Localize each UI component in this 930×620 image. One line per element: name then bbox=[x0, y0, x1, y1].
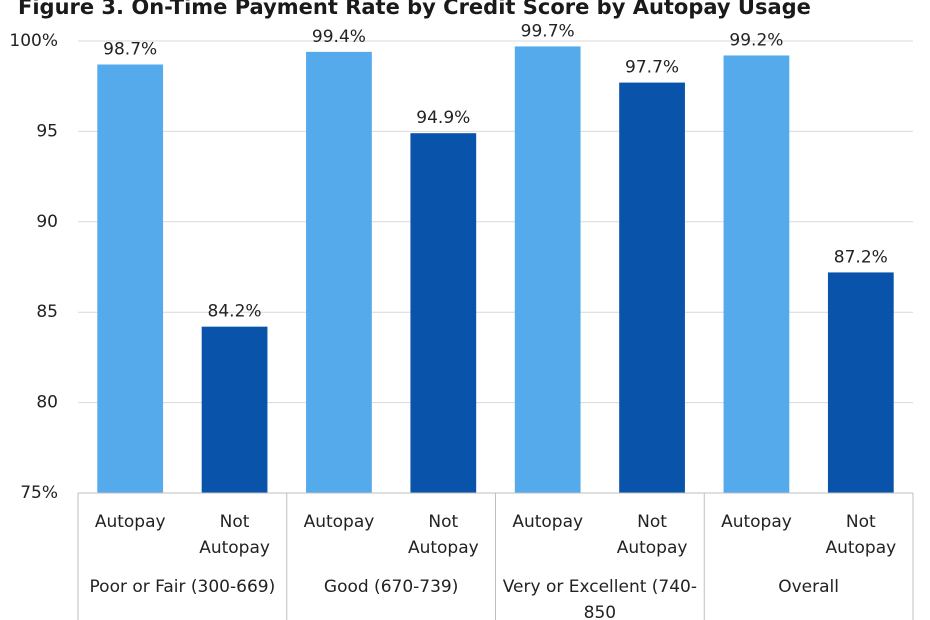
y-tick-label: 85 bbox=[36, 302, 58, 322]
y-tick-label: 95 bbox=[36, 121, 58, 141]
y-tick-label: 80 bbox=[36, 393, 58, 413]
x-bar-label: Autopay bbox=[199, 538, 270, 558]
y-axis-ticks: 75% 80 85 90 95 100% bbox=[9, 31, 58, 503]
y-tick-label: 100% bbox=[9, 31, 58, 51]
x-bar-label: Not bbox=[220, 512, 250, 532]
data-label: 97.7% bbox=[625, 58, 679, 78]
bar-autopay bbox=[306, 51, 372, 494]
data-label: 99.4% bbox=[312, 27, 366, 47]
x-bar-label: Autopay bbox=[408, 538, 479, 558]
x-axis-categories: Autopay Not Autopay Poor or Fair (300-669) A… bbox=[77, 492, 914, 620]
bar-not-autopay bbox=[619, 82, 685, 494]
x-bar-label: Not bbox=[846, 512, 876, 532]
x-group-label: Good (670-739) bbox=[324, 577, 458, 597]
data-label: 87.2% bbox=[834, 247, 888, 267]
x-group-label: Poor or Fair (300-669) bbox=[90, 577, 276, 597]
x-bar-label: Autopay bbox=[512, 512, 583, 532]
x-bar-label: Not bbox=[637, 512, 667, 532]
data-label: 94.9% bbox=[416, 108, 470, 128]
bar-autopay bbox=[97, 64, 164, 493]
bar-not-autopay bbox=[410, 133, 477, 493]
x-bar-label: Autopay bbox=[617, 538, 688, 558]
x-bar-label: Autopay bbox=[825, 538, 896, 558]
bar-not-autopay bbox=[201, 326, 268, 493]
bar-not-autopay bbox=[827, 272, 894, 493]
data-label: 99.2% bbox=[729, 30, 783, 50]
data-label: 84.2% bbox=[208, 302, 262, 322]
x-bar-label: Autopay bbox=[721, 512, 792, 532]
x-bar-label: Autopay bbox=[304, 512, 375, 532]
y-tick-label: 90 bbox=[36, 212, 58, 232]
x-bar-label: Autopay bbox=[95, 512, 166, 532]
data-labels: 98.7% 84.2% 99.4% 94.9% 99.7% 97.7% 99.2% 87.2% bbox=[103, 21, 888, 321]
data-label: 98.7% bbox=[103, 40, 157, 60]
data-label: 99.7% bbox=[521, 21, 575, 41]
bar-autopay bbox=[723, 55, 790, 494]
chart-title: Figure 3. On-Time Payment Rate by Credit… bbox=[18, 0, 811, 19]
bar-autopay bbox=[514, 46, 581, 493]
x-group-label: 850 bbox=[584, 603, 616, 620]
y-tick-label: 75% bbox=[20, 483, 58, 503]
x-group-label: Overall bbox=[778, 577, 839, 597]
x-bar-label: Not bbox=[428, 512, 458, 532]
bars bbox=[97, 46, 894, 494]
x-group-label: Very or Excellent (740- bbox=[503, 577, 697, 597]
